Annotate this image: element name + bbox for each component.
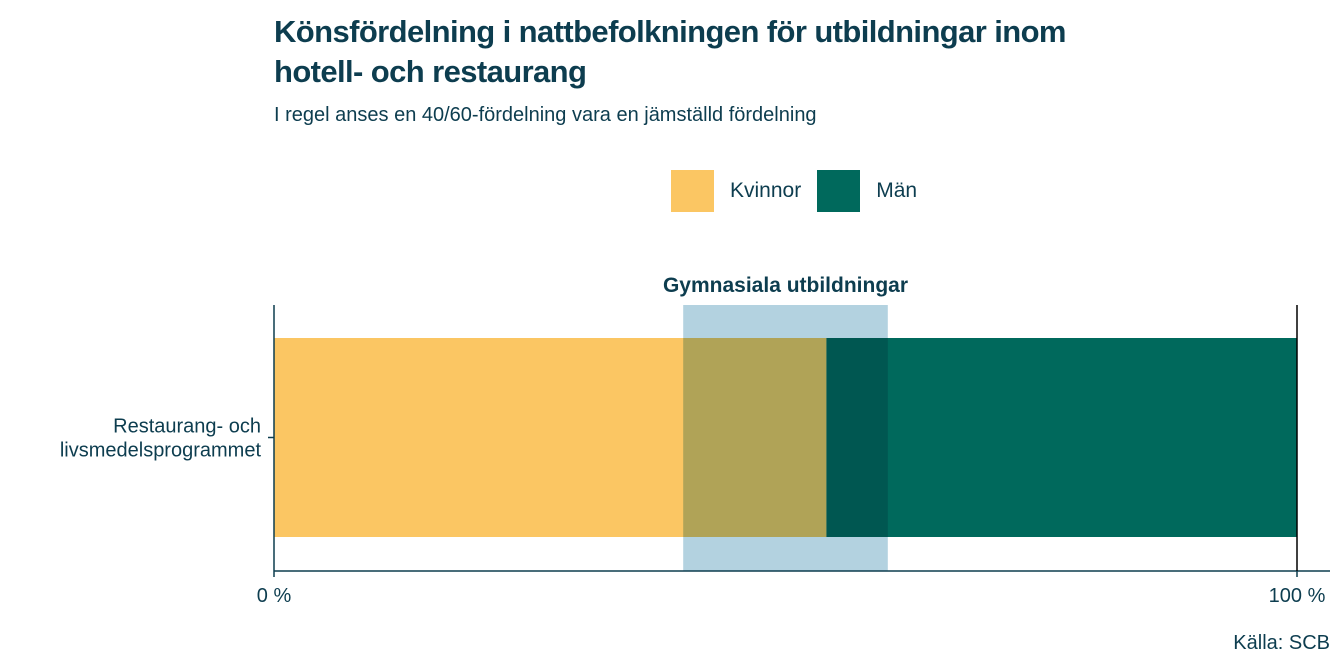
bar-man — [826, 338, 1297, 537]
x-tick-label: 0 % — [257, 585, 292, 607]
x-tick-label: 100 % — [1269, 585, 1326, 607]
source-note: Källa: SCB — [1233, 632, 1330, 655]
chart-area: Gymnasiala utbildningar 0 % 100 % Restauran… — [0, 0, 1344, 672]
y-category-label: livsmedelsprogrammet — [60, 440, 262, 462]
y-category-label: Restaurang- och — [113, 416, 261, 438]
reference-band — [683, 305, 888, 571]
reference-band-label: Gymnasiala utbildningar — [663, 274, 908, 297]
